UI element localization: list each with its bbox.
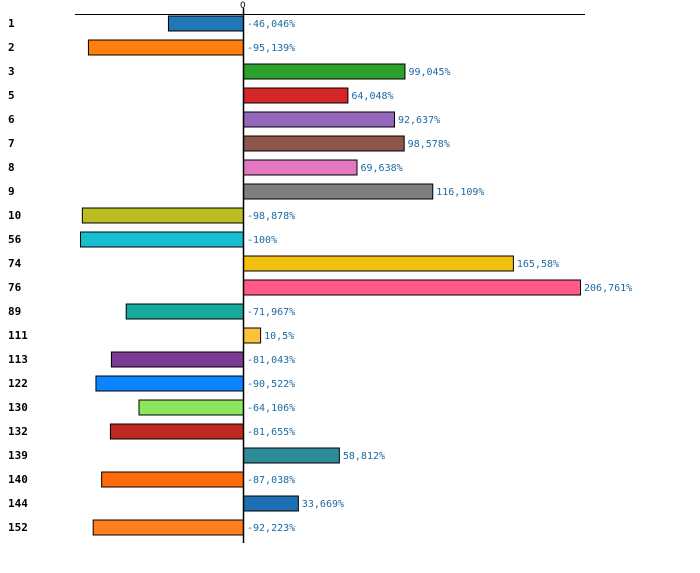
bar-6 bbox=[243, 111, 395, 128]
category-label: 2 bbox=[8, 41, 15, 54]
bar-130 bbox=[138, 399, 244, 416]
value-label: -100% bbox=[247, 235, 277, 246]
category-label: 9 bbox=[8, 185, 15, 198]
value-label: 69,638% bbox=[361, 163, 403, 174]
category-label: 56 bbox=[8, 233, 22, 246]
bar-140 bbox=[101, 471, 244, 488]
category-label: 7 bbox=[8, 137, 15, 150]
axes-group: 0 bbox=[75, 1, 585, 543]
category-label: 89 bbox=[8, 305, 21, 318]
value-label: -64,106% bbox=[247, 403, 295, 414]
value-label: 58,812% bbox=[343, 451, 385, 462]
bar-74 bbox=[243, 255, 514, 272]
bar-122 bbox=[95, 375, 244, 392]
value-label: -71,967% bbox=[247, 307, 295, 318]
bar-139 bbox=[243, 447, 340, 464]
value-label: -81,655% bbox=[247, 427, 295, 438]
value-label: -92,223% bbox=[247, 523, 295, 534]
value-label: 33,669% bbox=[302, 499, 344, 510]
category-label: 5 bbox=[8, 89, 15, 102]
category-label: 76 bbox=[8, 281, 22, 294]
category-label: 144 bbox=[8, 497, 28, 510]
bars-group bbox=[80, 15, 582, 536]
value-label: 92,637% bbox=[398, 115, 440, 126]
category-label: 152 bbox=[8, 521, 28, 534]
bar-111 bbox=[243, 327, 262, 344]
bar-144 bbox=[243, 495, 299, 512]
bar-56 bbox=[80, 231, 244, 248]
category-label: 6 bbox=[8, 113, 15, 126]
category-label: 122 bbox=[8, 377, 28, 390]
category-label: 132 bbox=[8, 425, 28, 438]
bar-5 bbox=[243, 87, 349, 104]
bar-8 bbox=[243, 159, 358, 176]
bar-152 bbox=[92, 519, 244, 536]
bar-132 bbox=[109, 423, 245, 440]
category-label: 3 bbox=[8, 65, 15, 78]
bar-10 bbox=[81, 207, 244, 224]
category-label: 113 bbox=[8, 353, 28, 366]
bar-7 bbox=[243, 135, 405, 152]
category-label: 10 bbox=[8, 209, 21, 222]
bar-9 bbox=[243, 183, 434, 200]
value-label: -95,139% bbox=[247, 43, 295, 54]
category-label: 130 bbox=[8, 401, 28, 414]
category-label: 139 bbox=[8, 449, 28, 462]
category-label: 140 bbox=[8, 473, 28, 486]
bar-76 bbox=[243, 279, 582, 296]
value-label: 116,109% bbox=[436, 187, 484, 198]
value-label: -46,046% bbox=[247, 19, 295, 30]
labels-group: 1 -46,046% 2 -95,139% 3 99,045% 5 64,048% 6 92,63… bbox=[8, 17, 632, 534]
bar-3 bbox=[243, 63, 406, 80]
bar-1 bbox=[167, 15, 244, 32]
value-label: -90,522% bbox=[247, 379, 295, 390]
category-label: 111 bbox=[8, 329, 28, 342]
value-label: -98,878% bbox=[247, 211, 295, 222]
value-label: 99,045% bbox=[408, 67, 450, 78]
category-label: 8 bbox=[8, 161, 15, 174]
value-label: -81,043% bbox=[247, 355, 295, 366]
value-label: -87,038% bbox=[247, 475, 295, 486]
value-label: 206,761% bbox=[584, 283, 632, 294]
value-label: 10,5% bbox=[264, 331, 294, 342]
value-label: 165,58% bbox=[517, 259, 559, 270]
category-label: 1 bbox=[8, 17, 15, 30]
bar-113 bbox=[110, 351, 244, 368]
zero-tick-label: 0 bbox=[240, 1, 246, 11]
value-label: 98,578% bbox=[408, 139, 450, 150]
bar-2 bbox=[87, 39, 244, 56]
bar-89 bbox=[125, 303, 244, 320]
category-label: 74 bbox=[8, 257, 22, 270]
value-label: 64,048% bbox=[351, 91, 393, 102]
